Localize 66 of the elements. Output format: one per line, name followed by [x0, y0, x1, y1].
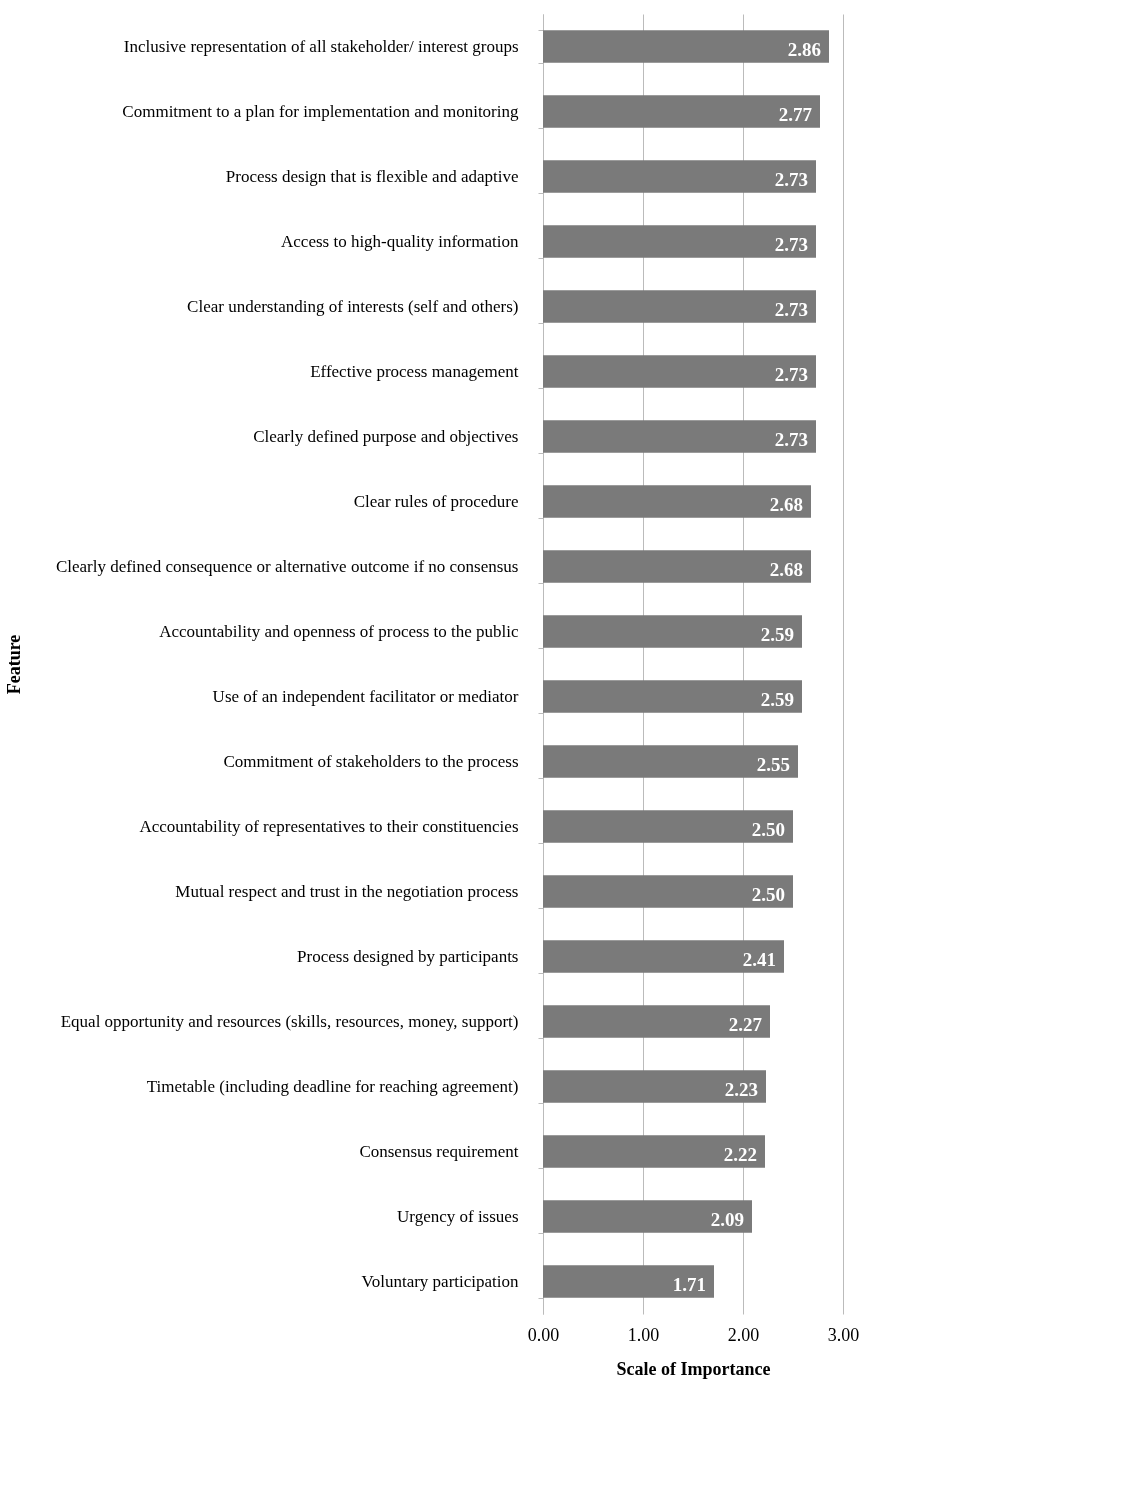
bar [543, 160, 816, 193]
y-tick-label: Clear understanding of interests (self and others) [187, 297, 519, 316]
y-tick-label: Inclusive representation of all stakeholder/ interest groups [123, 37, 519, 56]
y-tick-label: Process designed by participants [297, 947, 519, 966]
bar [543, 1200, 752, 1233]
bar [543, 290, 816, 323]
bar [543, 940, 784, 973]
data-label: 2.59 [760, 623, 794, 645]
x-tick-label: 1.00 [627, 1324, 660, 1345]
bar [543, 810, 793, 843]
data-label: 2.09 [710, 1208, 744, 1230]
x-tick-label: 3.00 [827, 1324, 860, 1345]
x-tick-label: 2.00 [727, 1324, 760, 1345]
bar [543, 745, 798, 778]
data-label: 2.77 [778, 103, 813, 125]
data-label: 2.23 [724, 1078, 758, 1100]
bar [543, 95, 820, 128]
bar [543, 1135, 765, 1168]
data-label: 2.73 [774, 363, 808, 385]
y-tick-label: Commitment to a plan for implementation and monitoring [122, 102, 519, 121]
y-tick-label: Accountability and openness of process to the public [159, 622, 519, 641]
bar [543, 680, 802, 713]
bar [543, 550, 811, 583]
bar [543, 485, 811, 518]
data-label: 2.27 [728, 1013, 763, 1035]
data-label: 2.73 [774, 298, 808, 320]
data-label: 2.86 [787, 38, 821, 60]
y-tick-label: Equal opportunity and resources (skills, resources, money, support) [60, 1012, 519, 1031]
y-tick-label: Urgency of issues [397, 1207, 519, 1226]
y-tick-label: Timetable (including deadline for reaching agreement) [146, 1077, 519, 1096]
y-tick-label: Commitment of stakeholders to the process [223, 752, 519, 771]
bar [543, 420, 816, 453]
data-label: 2.59 [760, 688, 794, 710]
bar [543, 875, 793, 908]
x-axis-title: Scale of Importance [616, 1358, 771, 1379]
y-tick-label: Mutual respect and trust in the negotiation process [175, 882, 519, 901]
data-label: 2.73 [774, 168, 808, 190]
y-tick-label: Process design that is flexible and adaptive [225, 167, 519, 186]
bar [543, 1265, 714, 1298]
bar [543, 615, 802, 648]
x-tick-label: 0.00 [527, 1324, 560, 1345]
data-label: 2.73 [774, 233, 808, 255]
y-tick-label: Effective process management [310, 362, 519, 381]
y-tick-label: Clearly defined consequence or alternative outcome if no consensus [55, 557, 519, 576]
bar [543, 1070, 766, 1103]
data-label: 1.71 [672, 1273, 706, 1295]
data-label: 2.68 [769, 558, 803, 580]
y-tick-label: Clearly defined purpose and objectives [253, 427, 519, 446]
y-axis-title: Feature [3, 634, 24, 695]
data-label: 2.41 [742, 948, 776, 970]
bar [543, 1005, 770, 1038]
y-tick-label: Consensus requirement [359, 1142, 519, 1161]
y-tick-label: Clear rules of procedure [353, 492, 519, 511]
y-tick-label: Accountability of representatives to their constituencies [139, 817, 519, 836]
y-tick-label: Voluntary participation [361, 1272, 519, 1291]
y-tick-label: Access to high-quality information [281, 232, 519, 251]
data-label: 2.50 [751, 818, 785, 840]
data-label: 2.55 [756, 753, 790, 775]
data-label: 2.73 [774, 428, 808, 450]
data-label: 2.22 [723, 1143, 757, 1165]
y-tick-label: Use of an independent facilitator or mediator [212, 687, 519, 706]
bar [543, 30, 829, 63]
bar [543, 225, 816, 258]
data-label: 2.50 [751, 883, 785, 905]
bar [543, 355, 816, 388]
data-label: 2.68 [769, 493, 803, 515]
